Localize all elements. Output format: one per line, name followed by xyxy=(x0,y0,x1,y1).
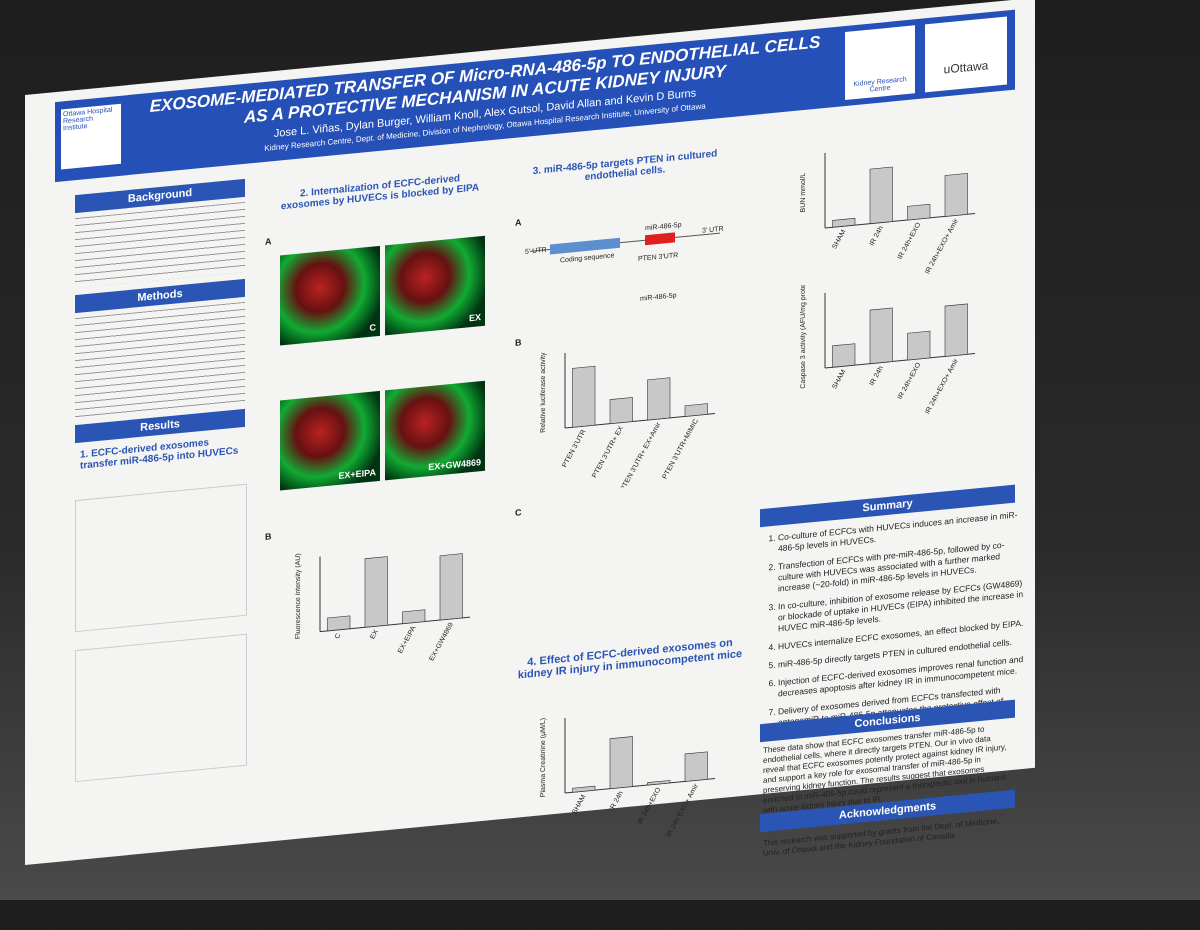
x-tick-label: EX xyxy=(369,629,380,641)
x-tick-label: SHAM xyxy=(571,794,587,816)
utr-label: Coding sequence xyxy=(560,252,614,264)
bar xyxy=(327,615,351,632)
x-tick-label: IR 24h+EXO xyxy=(897,361,923,400)
micrograph-label: EX xyxy=(468,312,481,324)
bar xyxy=(364,556,388,628)
bar xyxy=(907,330,931,361)
photo: Ottawa Hospital Research Institute EXOSO… xyxy=(0,0,1200,900)
bar xyxy=(832,217,856,228)
bar xyxy=(869,307,893,364)
utr-label: 5' UTR xyxy=(525,247,547,256)
micrograph: EX+GW4869 xyxy=(385,380,485,481)
x-tick-label: SHAM xyxy=(831,229,847,251)
x-tick-label: PTEN 3'UTR+MIMIC xyxy=(662,418,700,480)
panel-label: B xyxy=(515,337,522,348)
bar xyxy=(647,377,671,421)
y-axis-label: BUN mmol/L xyxy=(800,172,807,212)
panel-label: B xyxy=(265,531,272,542)
y-axis-label: Caspase 3 activity (AFU/mg protein) xyxy=(800,276,807,389)
figure-placeholder xyxy=(75,483,247,633)
subsection-title: 2. Internalization of ECFC-derived exoso… xyxy=(280,173,480,213)
micrograph: EX xyxy=(385,235,485,336)
text-block xyxy=(75,201,245,289)
micrograph-label: C xyxy=(369,322,377,333)
panel-label: A xyxy=(515,217,522,228)
bar-chart: Plasma Creatinine (µM/L) SHAM IR 24h IR 24h… xyxy=(540,718,715,838)
x-tick-label: IR 24h+EXO+ Amir xyxy=(924,217,960,275)
bar xyxy=(832,343,856,368)
utr-label: miR-486-5p xyxy=(640,292,677,303)
bar xyxy=(572,785,596,793)
micrograph: EX+EIPA xyxy=(280,390,380,491)
figure-placeholder xyxy=(75,633,247,783)
bar-chart: BUN mmol/L SHAM IR 24h IR 24h+EXO IR 24h+EXO… xyxy=(800,152,975,275)
subsection-title: 3. miR-486-5p targets PTEN in cultured e… xyxy=(532,148,718,184)
bar xyxy=(647,780,671,786)
bar xyxy=(609,397,633,424)
bar xyxy=(572,365,596,428)
micrograph-label: EX+EIPA xyxy=(338,467,376,481)
panel-label: C xyxy=(515,507,522,518)
poster: Ottawa Hospital Research Institute EXOSO… xyxy=(25,0,1035,866)
x-tick-label: PTEN 3'UTR+ EX+Amir xyxy=(619,421,662,492)
y-axis-label: Fluorescence intensity (AU) xyxy=(295,553,302,639)
bar xyxy=(684,751,708,782)
panel-label: A xyxy=(265,236,272,247)
text-block xyxy=(75,301,245,419)
x-tick-label: C xyxy=(334,633,343,641)
x-tick-label: IR 24h xyxy=(869,225,885,247)
x-tick-label: IR 24h EXO+ Amir xyxy=(665,782,700,838)
x-tick-label: IR 24h xyxy=(609,790,625,812)
uottawa-logo: uOttawa xyxy=(925,16,1007,93)
utr-label: 3' UTR xyxy=(702,226,724,235)
coding-box xyxy=(550,237,620,255)
ohri-logo: Ottawa Hospital Research Institute xyxy=(61,103,121,170)
bar xyxy=(907,203,931,221)
x-tick-label: SHAM xyxy=(831,369,847,391)
bar xyxy=(402,609,426,624)
subsection-title: 4. Effect of ECFC-derived exosomes on ki… xyxy=(517,636,743,682)
bar xyxy=(609,736,633,789)
x-tick-label: IR 24h xyxy=(869,365,885,387)
bar xyxy=(439,553,463,621)
x-tick-label: PTEN 3'UTR+ EX xyxy=(591,425,625,479)
utr-diagram: 5' UTR Coding sequence 3' UTR miR-486-5p… xyxy=(525,222,724,303)
micrograph: C xyxy=(280,245,380,346)
bar xyxy=(944,303,968,357)
x-tick-label: IR 24h+EXO+ Amir xyxy=(924,357,960,415)
y-axis-label: Plasma Creatinine (µM/L) xyxy=(540,718,547,798)
krc-logo: Kidney Research Centre xyxy=(845,25,915,101)
bar xyxy=(944,173,968,217)
bar xyxy=(869,166,893,224)
x-tick-label: IR 24h+EXO xyxy=(637,786,663,825)
utr-label: miR-486-5p xyxy=(645,222,682,233)
x-tick-label: PTEN 3'UTR xyxy=(561,429,587,469)
y-axis-label: Relative luciferase activity xyxy=(540,352,547,434)
x-tick-label: EX+EIPA xyxy=(397,625,418,655)
bar-chart: Caspase 3 activity (AFU/mg protein) SHAM I… xyxy=(800,276,975,415)
utr-label: PTEN 3'UTR xyxy=(638,252,678,263)
bar xyxy=(684,403,708,417)
x-tick-label: EX+GW4869 xyxy=(428,622,455,662)
bar-chart: Fluorescence intensity (AU) C EX EX+EIPA EX+… xyxy=(295,553,470,662)
micrograph-label: EX+GW4869 xyxy=(428,457,481,473)
utr-box xyxy=(645,232,675,246)
x-tick-label: IR 24h+EXO xyxy=(897,221,923,260)
